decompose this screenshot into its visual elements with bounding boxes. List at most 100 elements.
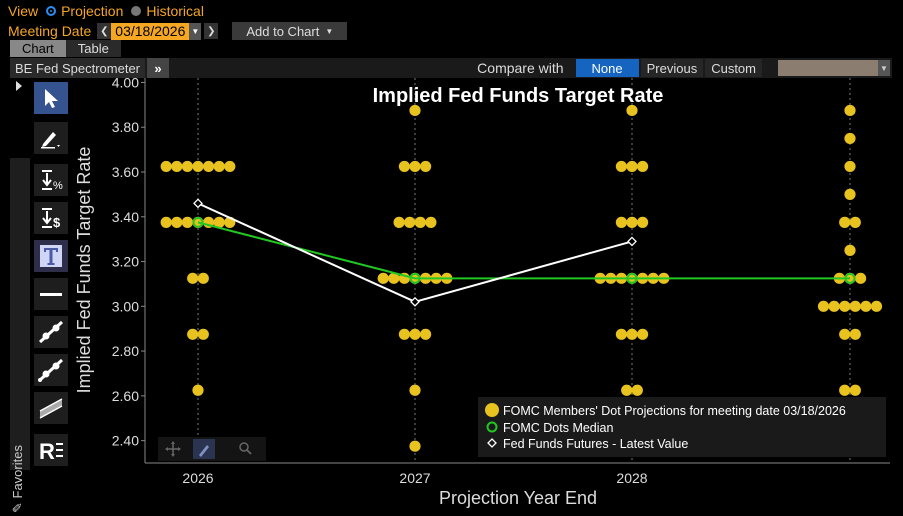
median-marker bbox=[626, 272, 638, 284]
dot-projection bbox=[425, 216, 437, 228]
add-to-chart-label: Add to Chart bbox=[246, 23, 320, 39]
dot-projection bbox=[388, 272, 400, 284]
compare-custom-button[interactable]: Custom bbox=[705, 59, 762, 77]
dot-projection bbox=[192, 160, 204, 173]
ray-tool-button[interactable] bbox=[34, 354, 68, 386]
legend-futures-marker bbox=[487, 438, 497, 448]
line-tool-button[interactable] bbox=[34, 278, 68, 310]
dot-projection bbox=[187, 328, 199, 340]
compare-custom-field[interactable] bbox=[778, 60, 878, 76]
percent-tool-button[interactable]: % bbox=[34, 164, 68, 196]
dot-projection bbox=[844, 104, 856, 117]
view-tabs: Chart Table bbox=[10, 40, 121, 57]
dot-projection bbox=[398, 160, 410, 173]
ray-line-icon bbox=[38, 358, 64, 382]
add-to-chart-button[interactable]: Add to Chart ▼ bbox=[232, 22, 348, 40]
dot-projection bbox=[839, 384, 851, 396]
channel-tool-button[interactable] bbox=[34, 392, 68, 424]
dot-projection bbox=[181, 160, 193, 173]
dot-projection bbox=[213, 216, 225, 228]
favorites-strip[interactable]: ✎ Favorites bbox=[10, 158, 30, 513]
y-tick-label: 3.20 bbox=[112, 254, 139, 270]
dot-projection bbox=[393, 216, 405, 228]
chart-title: Implied Fed Funds Target Rate bbox=[373, 85, 664, 107]
historical-radio[interactable]: Historical bbox=[131, 3, 204, 19]
y-tick-label: 2.40 bbox=[112, 433, 139, 449]
dot-projection bbox=[409, 328, 421, 340]
svg-text:%: % bbox=[53, 180, 63, 192]
x-tick-label: 2027 bbox=[399, 470, 430, 486]
expand-button[interactable]: » bbox=[147, 58, 169, 78]
dot-projection bbox=[626, 328, 638, 340]
projection-label: Projection bbox=[61, 2, 124, 19]
series-lines bbox=[192, 198, 856, 307]
dot-projection bbox=[420, 328, 432, 340]
compare-none-button[interactable]: None bbox=[575, 59, 639, 77]
text-tool-icon bbox=[40, 245, 62, 267]
caret-down-icon: ▼ bbox=[880, 63, 888, 73]
dot-projection bbox=[409, 104, 421, 117]
dot-projection bbox=[615, 160, 628, 173]
dot-projection bbox=[420, 160, 432, 173]
dot-projection bbox=[817, 300, 830, 312]
futures-marker bbox=[193, 198, 203, 209]
meeting-date-label: Meeting Date bbox=[8, 23, 92, 39]
prev-date-button[interactable]: ❮ bbox=[97, 23, 112, 39]
dot-projection bbox=[404, 216, 416, 228]
dot-projection bbox=[844, 188, 856, 200]
text-tool-button[interactable] bbox=[34, 240, 68, 272]
dot-projection bbox=[860, 300, 872, 312]
chart-toolbar: BE Fed Spectrometer » Compare with None … bbox=[10, 58, 892, 78]
dot-projection bbox=[203, 160, 215, 173]
next-date-button[interactable]: ❯ bbox=[204, 23, 219, 39]
dollar-tool-button[interactable]: $ bbox=[34, 202, 68, 234]
view-label: View bbox=[8, 2, 39, 19]
x-tick-label: 2026 bbox=[182, 470, 213, 486]
dot-projection bbox=[839, 216, 851, 228]
tab-chart[interactable]: Chart bbox=[10, 40, 66, 57]
y-tick-label: 3.60 bbox=[112, 164, 139, 180]
y-tick-label: 3.00 bbox=[112, 298, 139, 314]
compare-previous-button[interactable]: Previous bbox=[640, 59, 704, 77]
projection-radio[interactable]: Projection bbox=[46, 3, 123, 19]
dot-projection bbox=[828, 300, 840, 312]
trendline-tool-button[interactable] bbox=[34, 316, 68, 348]
legend-box bbox=[478, 397, 886, 457]
legend-median-marker bbox=[486, 421, 498, 433]
draw-tool-button[interactable] bbox=[34, 122, 68, 154]
radio-selected-icon bbox=[46, 5, 57, 16]
chart-nav-tools bbox=[158, 437, 266, 461]
dot-projection bbox=[409, 440, 421, 452]
spectrometer-title: BE Fed Spectrometer bbox=[10, 58, 145, 78]
dot-projection bbox=[637, 216, 649, 228]
dot-projection bbox=[839, 328, 851, 340]
dot-projection bbox=[849, 328, 861, 340]
radio-unselected-icon bbox=[131, 5, 142, 16]
tool-palette: ✎ Favorites % $ R bbox=[10, 78, 70, 513]
compare-group: Compare with None Previous Custom ▼ bbox=[477, 58, 892, 78]
dot-projection bbox=[171, 160, 183, 173]
dot-projection bbox=[181, 216, 193, 228]
svg-text:$: $ bbox=[53, 215, 61, 230]
date-dropdown-button[interactable]: ▼ bbox=[189, 22, 202, 40]
dot-projection bbox=[187, 272, 199, 284]
regression-tool-button[interactable]: R bbox=[34, 434, 68, 466]
play-icon[interactable] bbox=[16, 81, 22, 91]
legend: FOMC Members' Dot Projections for meetin… bbox=[478, 397, 886, 457]
dot-projection bbox=[171, 216, 183, 228]
pan-icon[interactable] bbox=[165, 441, 181, 457]
compare-dropdown-button[interactable]: ▼ bbox=[878, 60, 890, 76]
tab-table[interactable]: Table bbox=[65, 40, 121, 57]
meeting-date-field[interactable]: 03/18/2026 bbox=[111, 22, 190, 40]
y-tick-label: 2.60 bbox=[112, 388, 139, 404]
dot-projection bbox=[197, 328, 209, 340]
zoom-icon[interactable] bbox=[239, 442, 252, 455]
select-tool-button[interactable] bbox=[34, 82, 68, 114]
regression-r-icon: R bbox=[39, 439, 63, 463]
dot-projection bbox=[377, 272, 389, 284]
dot-projection bbox=[160, 216, 172, 228]
dot-projection bbox=[409, 384, 421, 396]
y-tick-label: 2.80 bbox=[112, 343, 139, 359]
dot-projection bbox=[849, 384, 861, 396]
